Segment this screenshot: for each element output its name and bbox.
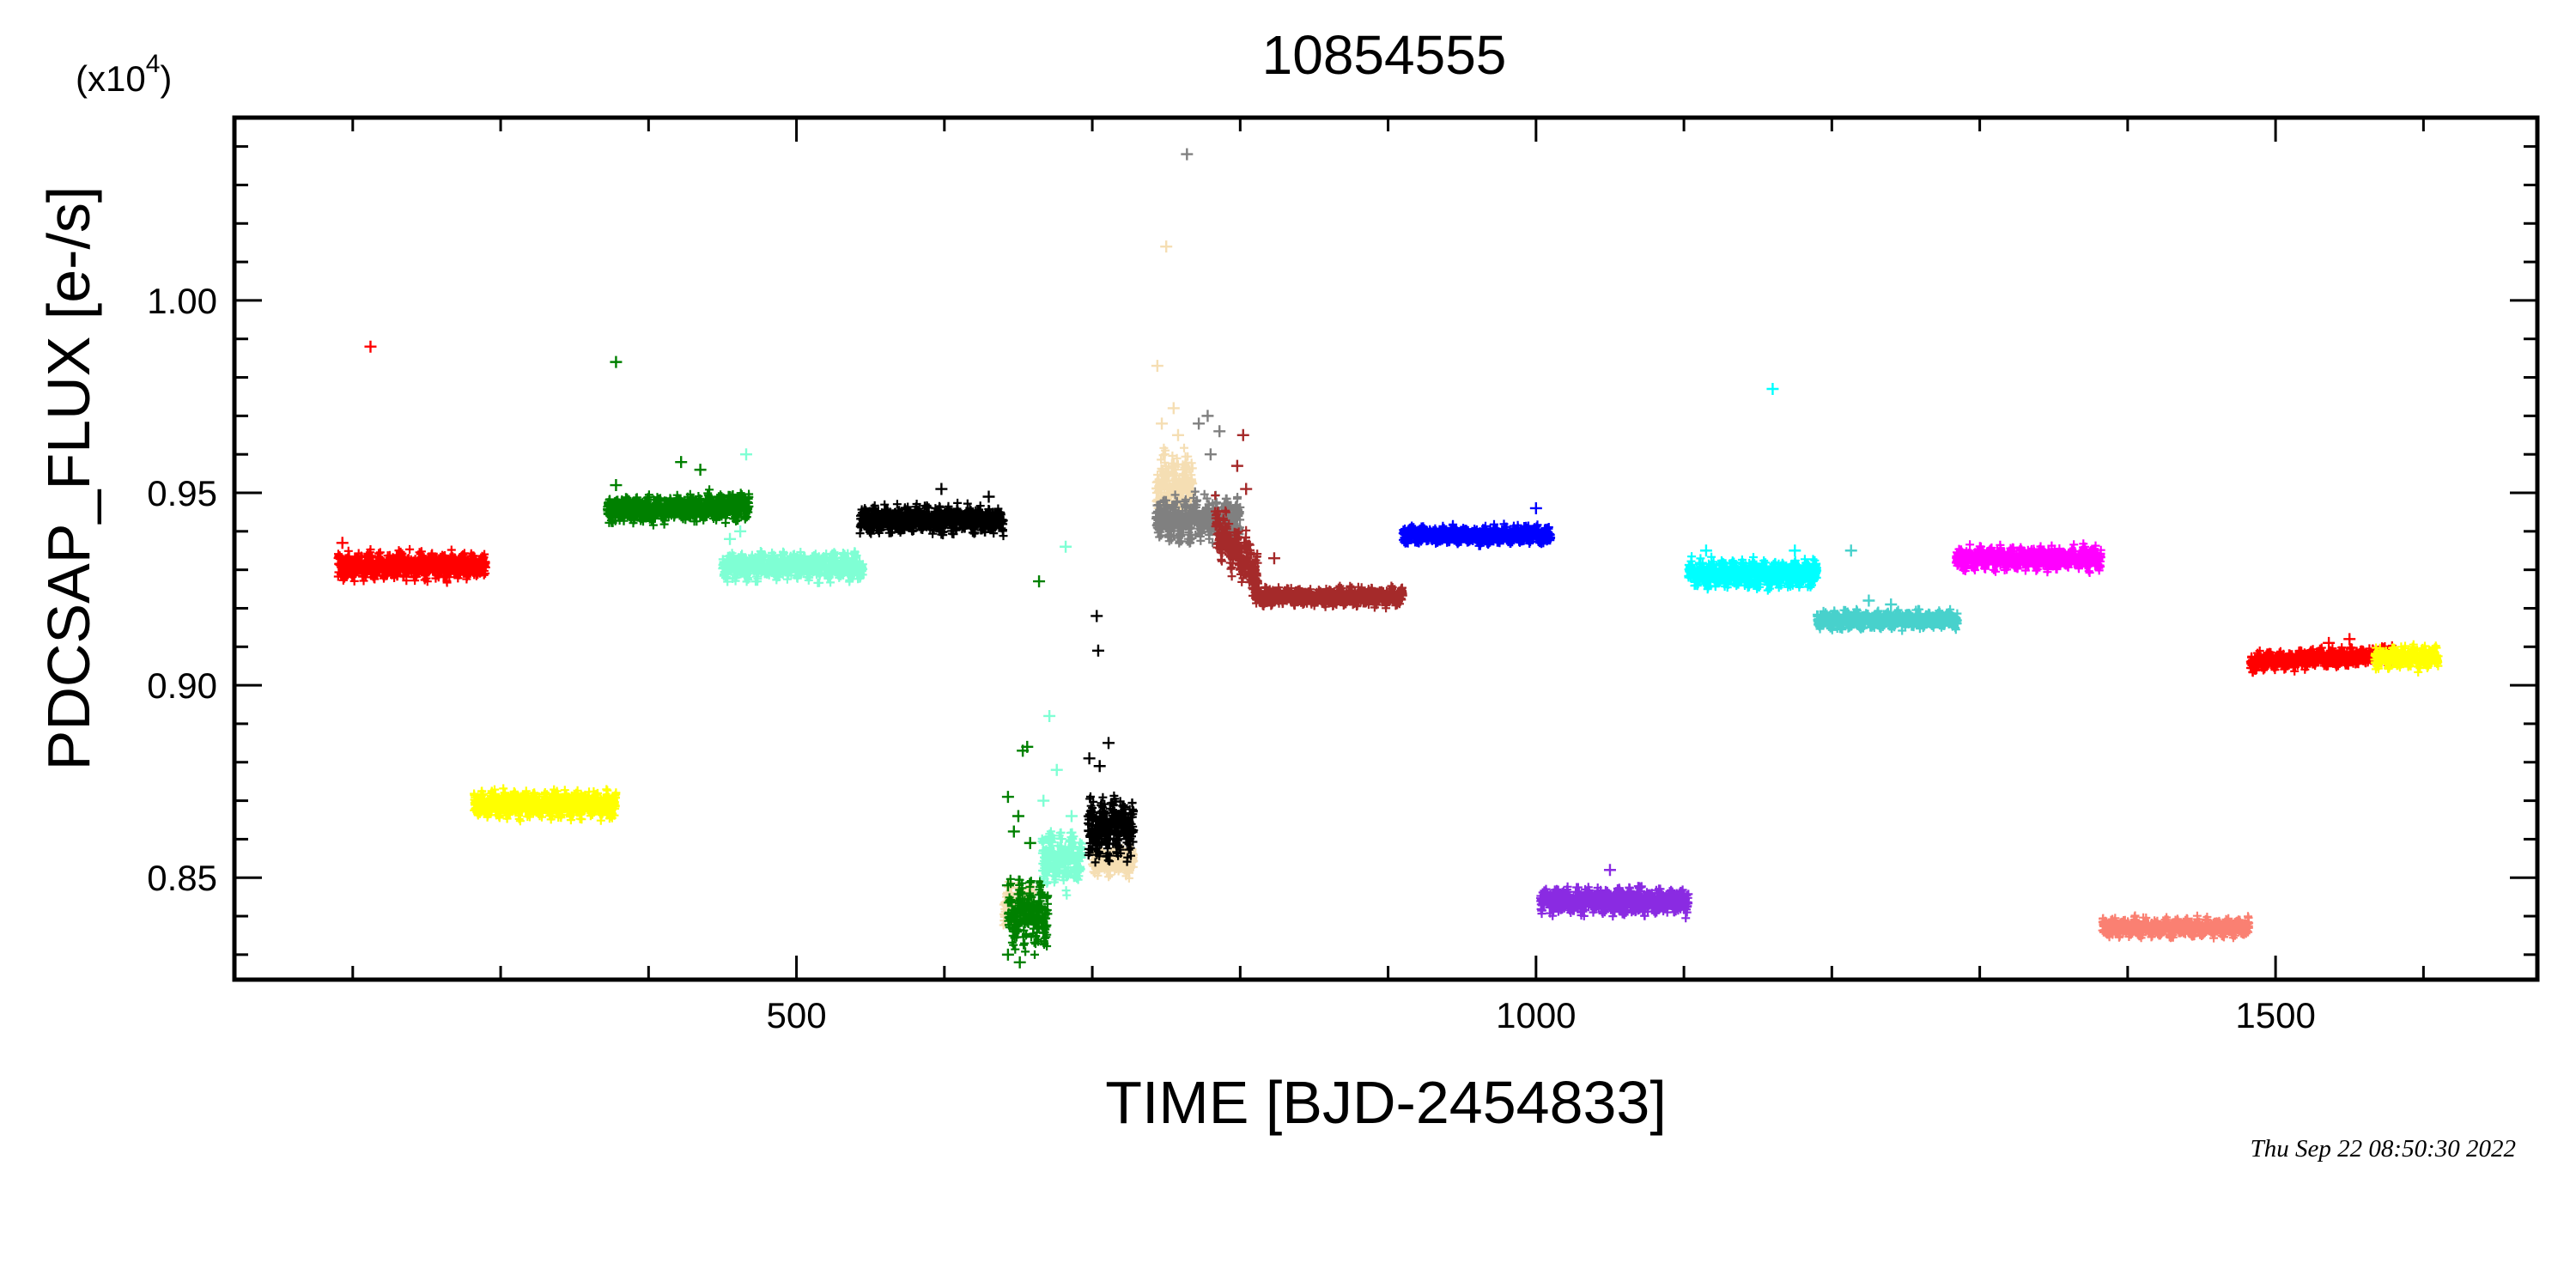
x-tick-label-500: 500: [767, 995, 827, 1035]
series-12-outlier-3: [1240, 483, 1253, 495]
series-9-outlier-0: [1091, 610, 1103, 622]
series-3-outlier-1: [724, 532, 737, 545]
series-6-points: [1003, 874, 1053, 959]
series-10-outlier-1: [1151, 360, 1163, 373]
series-20-outlier-1: [2323, 636, 2336, 649]
series-6-outlier-0: [1033, 575, 1046, 588]
x-tick-label-1500: 1500: [2235, 995, 2315, 1035]
series-15-outlier-0: [1603, 864, 1616, 877]
series-4-points: [855, 498, 1008, 541]
series-19-points: [2098, 911, 2254, 943]
series-21-points: [2370, 640, 2443, 677]
y-tick-label-0.90: 0.90: [147, 665, 217, 706]
y-multiplier-close: ): [160, 58, 172, 99]
timestamp: Thu Sep 22 08:50:30 2022: [2251, 1135, 2516, 1163]
series-2-points: [603, 485, 754, 530]
series-17-outlier-1: [1862, 594, 1875, 607]
series-2-outlier-3: [610, 479, 623, 492]
series-6-outlier-9: [1013, 956, 1026, 968]
series-10-outlier-4: [1156, 417, 1169, 430]
series-11-outlier-2: [1193, 417, 1206, 430]
series-17-outlier-0: [1844, 544, 1857, 557]
series-16-outlier-1: [1699, 544, 1712, 557]
series-18-points: [1952, 539, 2105, 577]
series-13-points: [1250, 581, 1407, 613]
series-10-outlier-2: [1167, 402, 1180, 415]
y-axis-title: PDCSAP_FLUX [e-/s]: [35, 186, 102, 771]
series-6-outlier-5: [1024, 836, 1036, 849]
y-tick-label-1.00: 1.00: [147, 281, 217, 321]
series-11-outlier-4: [1204, 448, 1217, 461]
data-points: [333, 148, 2443, 968]
x-tick-label-1000: 1000: [1496, 995, 1576, 1035]
plot-frame: [232, 115, 2540, 982]
series-0-points: [333, 544, 490, 587]
series-7-outlier-2: [1050, 763, 1063, 776]
x-axis-title: TIME [BJD-2454833]: [1105, 1069, 1667, 1136]
series-0-outlier-1: [336, 537, 349, 549]
tick-labels: 500 1000 1500 0.85 0.90 0.95 1.00: [147, 281, 2316, 1035]
series-4-outlier-1: [982, 490, 995, 503]
y-multiplier-base: (x10: [76, 58, 146, 99]
series-20-outlier-0: [2343, 633, 2356, 646]
series-1-points: [470, 784, 621, 826]
series-11-outlier-3: [1213, 425, 1226, 438]
series-10-outlier-3: [1171, 428, 1184, 441]
series-6-outlier-4: [1012, 810, 1024, 823]
series-7-outlier-3: [1037, 794, 1050, 807]
y-tick-label-0.85: 0.85: [147, 858, 217, 898]
y-tick-label-0.95: 0.95: [147, 473, 217, 513]
series-16-outlier-0: [1766, 382, 1779, 395]
series-3-outlier-0: [740, 448, 752, 461]
series-3-outlier-2: [734, 525, 747, 537]
axis-ticks: [234, 118, 2537, 980]
series-7-points: [1037, 827, 1086, 900]
series-9-outlier-1: [1091, 644, 1104, 657]
y-axis-multiplier: (x104): [76, 50, 172, 99]
series-9-outlier-2: [1103, 737, 1115, 750]
series-6-outlier-2: [1021, 740, 1034, 753]
series-16-points: [1684, 552, 1822, 595]
series-14-outlier-0: [1529, 501, 1542, 514]
series-14-points: [1398, 519, 1556, 550]
series-15-points: [1536, 882, 1693, 923]
series-2-outlier-0: [610, 355, 623, 368]
series-2-outlier-1: [675, 456, 688, 469]
series-0-outlier-0: [364, 340, 377, 353]
series-17-outlier-2: [1885, 598, 1898, 610]
series-16-outlier-2: [1789, 544, 1801, 557]
series-2-outlier-2: [694, 464, 707, 477]
series-12-outlier-0: [1236, 428, 1249, 441]
series-9-points: [1083, 791, 1139, 867]
series-9-outlier-3: [1083, 752, 1096, 765]
series-7-outlier-4: [1065, 810, 1078, 823]
series-7-outlier-1: [1043, 709, 1056, 722]
series-17-points: [1813, 604, 1962, 635]
series-6-outlier-3: [1001, 791, 1014, 804]
series-6-outlier-8: [1001, 948, 1014, 961]
series-6-outlier-7: [1001, 879, 1014, 892]
series-7-outlier-0: [1060, 540, 1072, 553]
y-multiplier-exponent: 4: [146, 50, 161, 78]
series-6-outlier-6: [1007, 825, 1020, 838]
series-11-outlier-1: [1201, 410, 1214, 422]
series-9-outlier-4: [1093, 760, 1106, 773]
chart-title: 10854555: [1262, 24, 1507, 86]
series-12-outlier-2: [1267, 552, 1280, 565]
series-4-outlier-0: [935, 483, 948, 495]
series-12-outlier-1: [1230, 459, 1243, 472]
series-3-points: [718, 547, 868, 587]
series-12-points: [1211, 491, 1262, 600]
series-11-outlier-0: [1181, 148, 1194, 161]
series-10-outlier-0: [1160, 240, 1173, 253]
